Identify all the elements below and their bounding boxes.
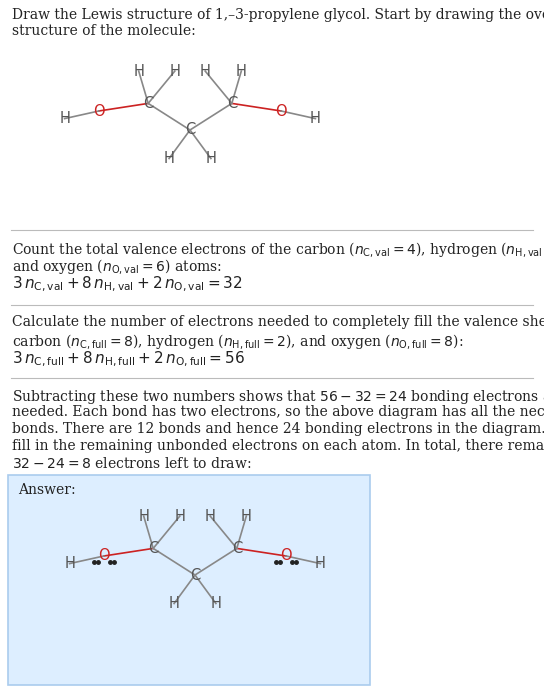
Text: O: O — [275, 103, 287, 118]
Text: carbon ($n_{\mathrm{C,full}} = 8$), hydrogen ($n_{\mathrm{H,full}} = 2$), and ox: carbon ($n_{\mathrm{C,full}} = 8$), hydr… — [12, 332, 463, 351]
Text: C: C — [185, 122, 195, 138]
Text: C: C — [190, 568, 200, 583]
Text: H: H — [59, 111, 70, 126]
Text: and oxygen ($n_{\mathrm{O,val}} = 6$) atoms:: and oxygen ($n_{\mathrm{O,val}} = 6$) at… — [12, 257, 222, 276]
Text: H: H — [205, 508, 215, 524]
Text: H: H — [200, 63, 211, 78]
Text: C: C — [148, 541, 158, 556]
Text: $32 - 24 = 8$ electrons left to draw:: $32 - 24 = 8$ electrons left to draw: — [12, 456, 251, 471]
Text: H: H — [236, 63, 247, 78]
Text: H: H — [164, 151, 175, 166]
Text: Count the total valence electrons of the carbon ($n_{\mathrm{C,val}} = 4$), hydr: Count the total valence electrons of the… — [12, 240, 544, 259]
Text: H: H — [175, 508, 186, 524]
Text: H: H — [64, 556, 75, 571]
Text: C: C — [227, 96, 237, 111]
Text: H: H — [211, 596, 221, 611]
Text: $3\, n_{\mathrm{C,val}} + 8\, n_{\mathrm{H,val}} + 2\, n_{\mathrm{O,val}} = 32$: $3\, n_{\mathrm{C,val}} + 8\, n_{\mathrm… — [12, 275, 243, 294]
Text: H: H — [133, 63, 144, 78]
Text: O: O — [98, 548, 109, 563]
Text: H: H — [206, 151, 217, 166]
Text: bonds. There are 12 bonds and hence 24 bonding electrons in the diagram. Lastly,: bonds. There are 12 bonds and hence 24 b… — [12, 422, 544, 436]
Text: H: H — [241, 508, 252, 524]
Text: O: O — [93, 103, 104, 118]
FancyBboxPatch shape — [8, 475, 370, 685]
Text: H: H — [310, 111, 321, 126]
Text: Answer:: Answer: — [18, 483, 76, 497]
Text: fill in the remaining unbonded electrons on each atom. In total, there remain: fill in the remaining unbonded electrons… — [12, 439, 544, 453]
Text: H: H — [169, 596, 180, 611]
Text: Draw the Lewis structure of 1,–3-propylene glycol. Start by drawing the overall: Draw the Lewis structure of 1,–3-propyle… — [12, 8, 544, 22]
Text: needed. Each bond has two electrons, so the above diagram has all the necessary: needed. Each bond has two electrons, so … — [12, 405, 544, 419]
Text: O: O — [280, 548, 292, 563]
Text: H: H — [315, 556, 326, 571]
Text: H: H — [169, 63, 180, 78]
Text: Calculate the number of electrons needed to completely fill the valence shells f: Calculate the number of electrons needed… — [12, 315, 544, 329]
Text: C: C — [232, 541, 242, 556]
Text: H: H — [138, 508, 149, 524]
Text: $3\, n_{\mathrm{C,full}} + 8\, n_{\mathrm{H,full}} + 2\, n_{\mathrm{O,full}} = 5: $3\, n_{\mathrm{C,full}} + 8\, n_{\mathr… — [12, 350, 245, 369]
Text: C: C — [143, 96, 153, 111]
Text: Subtracting these two numbers shows that $56 - 32 = 24$ bonding electrons are: Subtracting these two numbers shows that… — [12, 388, 544, 406]
Text: structure of the molecule:: structure of the molecule: — [12, 24, 196, 38]
